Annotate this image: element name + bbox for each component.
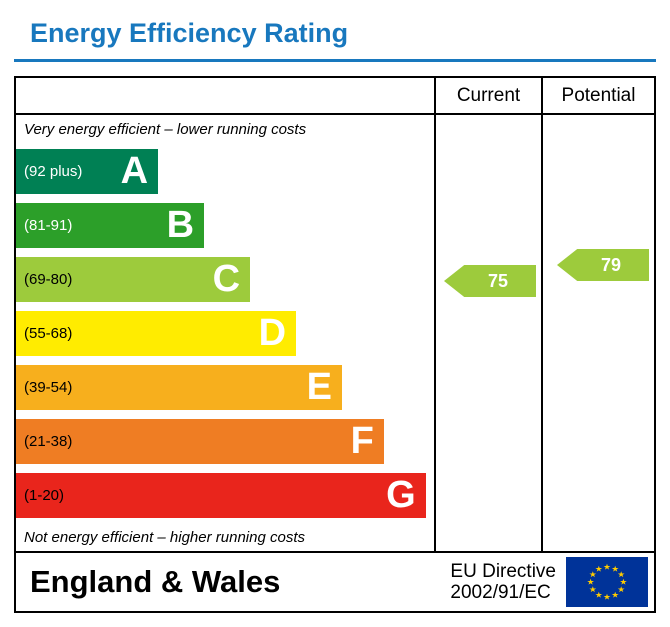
eu-flag-icon <box>566 557 648 607</box>
band-list: (92 plus) A (81-91) B (69-80) C (55-68) … <box>16 143 434 523</box>
bottom-note: Not energy efficient – higher running co… <box>24 529 305 546</box>
band-letter: A <box>120 150 149 192</box>
band-letter: C <box>212 258 241 300</box>
band-row: (55-68) D <box>16 306 434 360</box>
band-bar: (69-80) C <box>16 256 251 302</box>
table-header: Current Potential <box>16 78 654 115</box>
title-underline <box>14 59 656 62</box>
potential-column: 79 <box>541 115 654 551</box>
band-row: (1-20) G <box>16 468 434 522</box>
top-note: Very energy efficient – lower running co… <box>24 121 307 138</box>
page-title: Energy Efficiency Rating <box>30 18 349 48</box>
band-bar: (92 plus) A <box>16 148 159 194</box>
band-letter: E <box>306 366 333 408</box>
band-bar: (55-68) D <box>16 310 297 356</box>
band-range-label: (69-80) <box>24 270 73 288</box>
band-range-label: (1-20) <box>24 486 65 504</box>
table-footer: England & Wales EU Directive 2002/91/EC <box>16 551 654 611</box>
rating-table: Current Potential Very energy efficient … <box>14 76 656 613</box>
band-letter: F <box>350 420 374 462</box>
band-row: (39-54) E <box>16 360 434 414</box>
potential-arrow: 79 <box>557 249 649 281</box>
band-range-label: (21-38) <box>24 432 73 450</box>
eu-directive-label: EU Directive 2002/91/EC <box>450 561 556 604</box>
band-letter: B <box>166 204 195 246</box>
current-column-header: Current <box>434 78 541 113</box>
table-body: Very energy efficient – lower running co… <box>16 115 654 551</box>
band-letter: G <box>386 474 416 516</box>
band-row: (81-91) B <box>16 198 434 252</box>
band-row: (69-80) C <box>16 252 434 306</box>
band-bar: (81-91) B <box>16 202 205 248</box>
band-bar: (39-54) E <box>16 364 343 410</box>
band-range-label: (55-68) <box>24 324 73 342</box>
band-range-label: (81-91) <box>24 216 73 234</box>
current-column: 75 <box>434 115 541 551</box>
band-range-label: (92 plus) <box>24 162 83 180</box>
potential-column-header: Potential <box>541 78 654 113</box>
header-spacer <box>16 78 434 113</box>
eu-directive-line2: 2002/91/EC <box>450 582 551 603</box>
band-bar: (21-38) F <box>16 418 384 464</box>
band-range-label: (39-54) <box>24 378 73 396</box>
band-row: (92 plus) A <box>16 144 434 198</box>
band-row: (21-38) F <box>16 414 434 468</box>
band-bar: (1-20) G <box>16 472 426 518</box>
chart-area: Very energy efficient – lower running co… <box>16 115 434 551</box>
region-label: England & Wales <box>30 564 281 599</box>
band-letter: D <box>258 312 287 354</box>
current-arrow: 75 <box>444 265 536 297</box>
eu-directive-line1: EU Directive <box>450 560 556 582</box>
